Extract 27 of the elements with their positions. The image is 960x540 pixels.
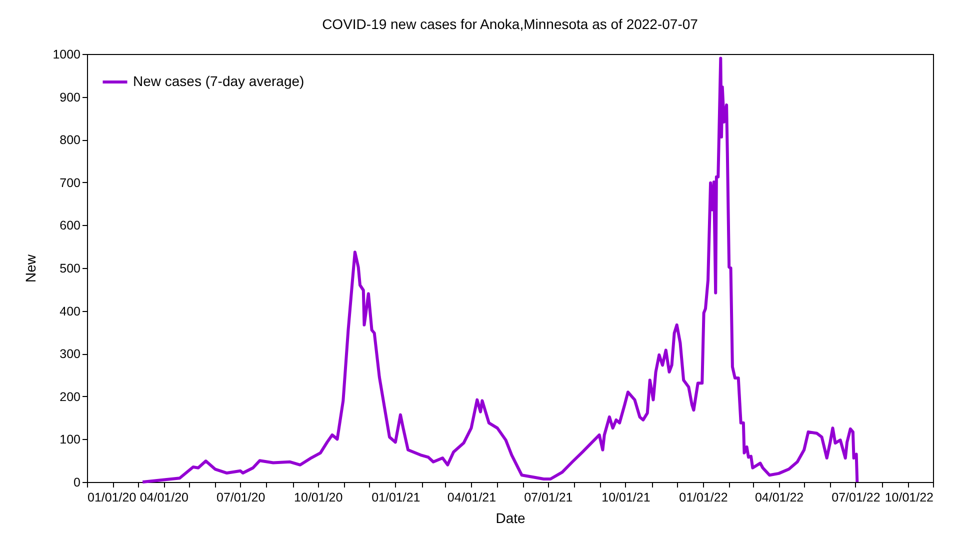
- x-tick-label: 04/01/20: [140, 490, 189, 504]
- x-tick-label: 10/01/21: [602, 490, 650, 504]
- x-tick-label: 01/01/21: [372, 490, 420, 504]
- y-tick-label: 700: [60, 176, 81, 190]
- y-tick-label: 300: [60, 347, 81, 362]
- chart-title: COVID-19 new cases for Anoka,Minnesota as of 2022-07-07: [322, 16, 698, 32]
- legend-label: New cases (7-day average): [133, 73, 304, 89]
- y-tick-label: 500: [60, 262, 81, 276]
- x-tick-label: 07/01/20: [216, 490, 266, 504]
- x-tick-label: 04/01/22: [754, 490, 804, 504]
- y-axis-title: New: [22, 254, 39, 283]
- y-tick-label: 0: [74, 476, 81, 490]
- x-tick-label: 07/01/22: [832, 490, 880, 504]
- x-tick-label: 01/01/20: [88, 490, 136, 504]
- y-tick-label: 600: [60, 218, 81, 233]
- x-tick-label: 10/01/22: [884, 490, 934, 504]
- x-tick-label: 01/01/22: [679, 490, 728, 504]
- y-tick-label: 100: [60, 432, 81, 447]
- x-tick-label: 07/01/21: [524, 490, 573, 504]
- y-tick-label: 1000: [52, 48, 81, 62]
- y-tick-label: 200: [60, 390, 81, 404]
- y-tick-label: 900: [60, 90, 81, 104]
- y-tick-label: 400: [60, 304, 81, 318]
- x-axis-title: Date: [496, 510, 526, 526]
- y-tick-label: 800: [60, 133, 81, 148]
- x-tick-label: 04/01/21: [447, 490, 496, 504]
- x-tick-label: 10/01/20: [294, 490, 343, 504]
